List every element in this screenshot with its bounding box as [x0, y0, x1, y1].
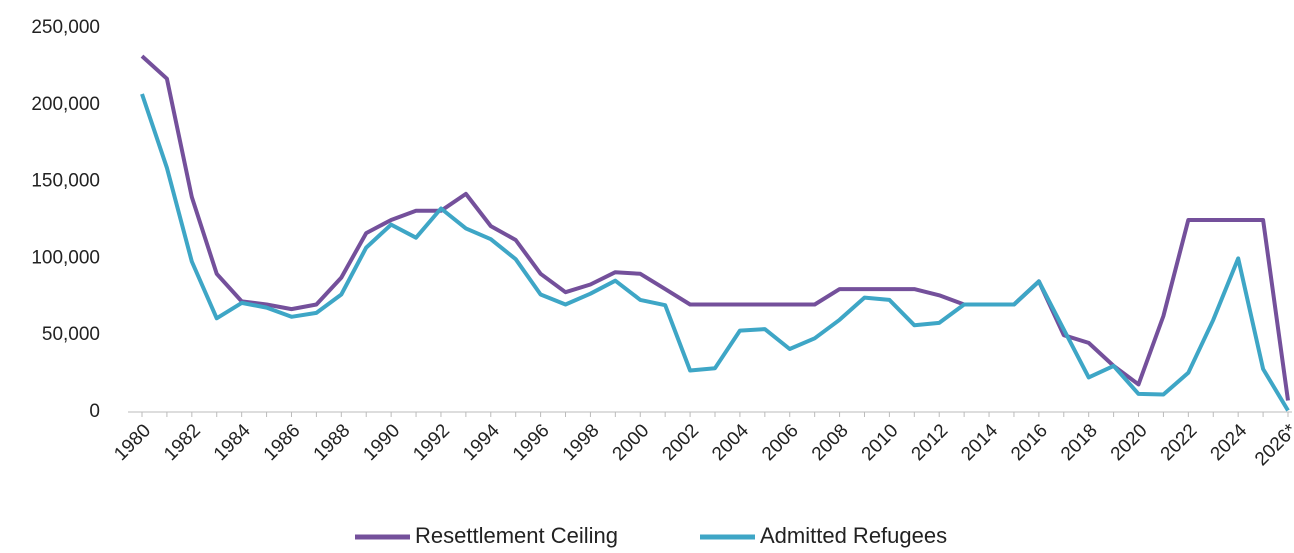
y-tick-label: 200,000 — [31, 94, 100, 115]
x-tick-label: 1994 — [459, 420, 504, 465]
x-tick-label: 2018 — [1057, 420, 1102, 465]
x-tick-label: 2022 — [1157, 420, 1202, 465]
x-tick-label: 1988 — [310, 420, 355, 465]
x-tick-label: 2024 — [1207, 420, 1252, 465]
y-tick-label: 100,000 — [31, 247, 100, 268]
x-tick-label: 1996 — [509, 420, 554, 465]
x-tick-label: 2020 — [1107, 420, 1152, 465]
x-tick-label: 1984 — [210, 420, 255, 465]
x-tick-label: 1998 — [559, 420, 604, 465]
x-tick-label: 1980 — [110, 420, 155, 465]
y-tick-label: 50,000 — [42, 324, 100, 345]
y-tick-label: 150,000 — [31, 171, 100, 192]
x-tick-label: 2000 — [609, 420, 654, 465]
y-tick-label: 0 — [89, 401, 100, 422]
x-tick-label: 2010 — [858, 420, 903, 465]
legend-label: Resettlement Ceiling — [415, 523, 618, 548]
x-tick-label: 1986 — [260, 420, 305, 465]
x-tick-label: 2014 — [957, 420, 1002, 465]
x-tick-label: 2006 — [758, 420, 803, 465]
x-tick-label: 2002 — [658, 420, 703, 465]
y-tick-label: 250,000 — [31, 17, 100, 38]
x-tick-label: 2008 — [808, 420, 853, 465]
x-tick-label: 1982 — [160, 420, 205, 465]
x-tick-label: 1992 — [409, 420, 454, 465]
x-tick-label: 2012 — [908, 420, 953, 465]
x-tick-label: 2026* — [1251, 420, 1294, 470]
series-line — [140, 54, 1290, 401]
legend-label: Admitted Refugees — [760, 523, 947, 548]
series-line — [140, 93, 1290, 412]
x-tick-label: 2004 — [708, 420, 753, 465]
x-tick-label: 1990 — [359, 420, 404, 465]
x-tick-label: 2016 — [1007, 420, 1052, 465]
